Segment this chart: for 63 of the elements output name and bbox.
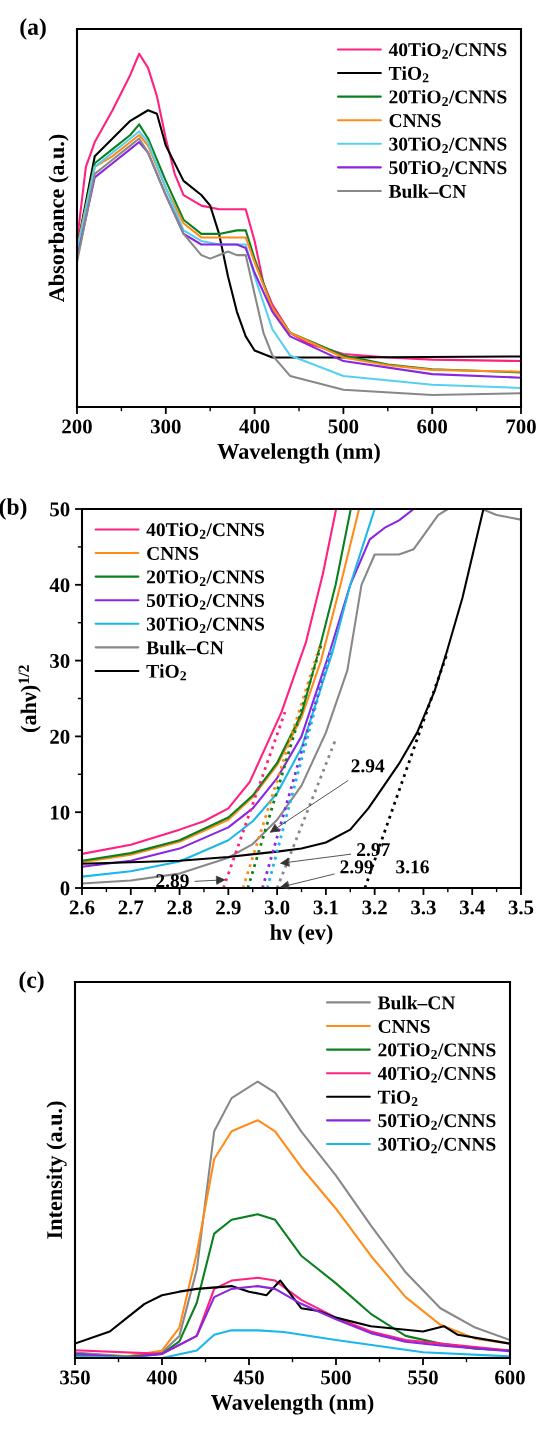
y-tick-label: 0	[60, 881, 70, 896]
legend-label: Bulk–CN	[377, 995, 456, 1010]
annotation: 2.94	[351, 759, 385, 773]
legend-label: TiO$_{2}$	[388, 66, 429, 83]
annotation: 2.99	[340, 860, 373, 874]
y-axis-title: Intensity (a.u.)	[46, 1101, 67, 1239]
x-tick-label: 400	[146, 1370, 177, 1385]
x-tick-label: 2.8	[167, 900, 192, 915]
y-tick-label: 30	[50, 653, 70, 669]
legend-label: 30TiO$_{2}$/CNNS	[146, 616, 265, 634]
x-tick-label: 2.6	[69, 900, 95, 915]
x-tick-label: 500	[321, 1370, 351, 1385]
y-tick-label: 40	[49, 578, 70, 593]
x-tick-label: 400	[239, 419, 270, 434]
chart-title: (a)	[20, 18, 46, 40]
x-tick-label: 350	[60, 1370, 90, 1385]
x-tick-label: 500	[328, 419, 359, 434]
legend-label: 50TiO$_{2}$/CNNS	[146, 593, 265, 610]
legend-label: 20TiO$_{2}$/CNNS	[146, 569, 265, 586]
annotation: 2.89	[156, 874, 189, 888]
legend-label: CNNS	[389, 114, 441, 128]
x-tick-label: 3.4	[459, 900, 485, 915]
legend-label: CNNS	[147, 546, 199, 560]
legend-label: Bulk–CN	[146, 640, 224, 655]
legend-label: 20TiO$_{2}$/CNNS	[389, 89, 507, 106]
legend-label: TiO$_{2}$	[377, 1089, 418, 1107]
x-tick-label: 450	[233, 1370, 264, 1385]
x-tick-label: 550	[408, 1370, 438, 1385]
legend-label: TiO$_{2}$	[146, 664, 187, 681]
x-tick-label: 3.3	[411, 900, 436, 915]
annotation: 3.16	[396, 860, 429, 874]
legend-label: 20TiO$_{2}$/CNNS	[378, 1042, 496, 1059]
x-tick-label: 2.9	[216, 900, 241, 915]
legend-label: 30TiO$_{2}$/CNNS	[378, 1137, 496, 1154]
x-axis-title: Wavelength (nm)	[211, 1394, 374, 1415]
annotation: 2.97	[357, 843, 390, 857]
x-tick-label: 3.2	[362, 900, 387, 915]
legend-label: 40TiO$_{2}$/CNNS	[377, 1066, 496, 1083]
x-tick-label: 600	[495, 1370, 525, 1385]
x-tick-label: 700	[506, 419, 536, 434]
x-tick-label: 600	[417, 419, 448, 434]
y-tick-label: 20	[50, 729, 70, 744]
y-tick-label: 50	[50, 502, 70, 517]
x-tick-label: 300	[150, 419, 181, 434]
x-tick-label: 3.1	[313, 900, 338, 915]
chart-title: (b)	[0, 498, 27, 520]
x-tick-label: 2.7	[118, 900, 144, 915]
legend-label: 40TiO$_{2}$/CNNS	[146, 522, 265, 539]
y-axis-title: (ahν)$^{1/2}$	[18, 665, 41, 732]
x-axis-title: hν (ev)	[270, 924, 333, 945]
legend-label: Bulk–CN	[388, 184, 467, 198]
x-tick-label: 3.0	[264, 900, 290, 915]
y-axis-title: Absorbance (a.u.)	[48, 134, 69, 303]
legend-label: CNNS	[378, 1019, 430, 1033]
x-tick-label: 200	[62, 419, 92, 434]
legend-label: 30TiO$_{2}$/CNNS	[389, 136, 507, 154]
legend-label: 40TiO$_{2}$/CNNS	[388, 42, 507, 59]
x-tick-label: 3.5	[508, 900, 534, 915]
chart-title: (c)	[19, 971, 44, 993]
legend-label: 50TiO$_{2}$/CNNS	[389, 160, 507, 177]
legend-label: 50TiO$_{2}$/CNNS	[378, 1113, 496, 1130]
x-axis-title: Wavelength (nm)	[217, 443, 380, 464]
y-tick-label: 10	[51, 805, 70, 820]
